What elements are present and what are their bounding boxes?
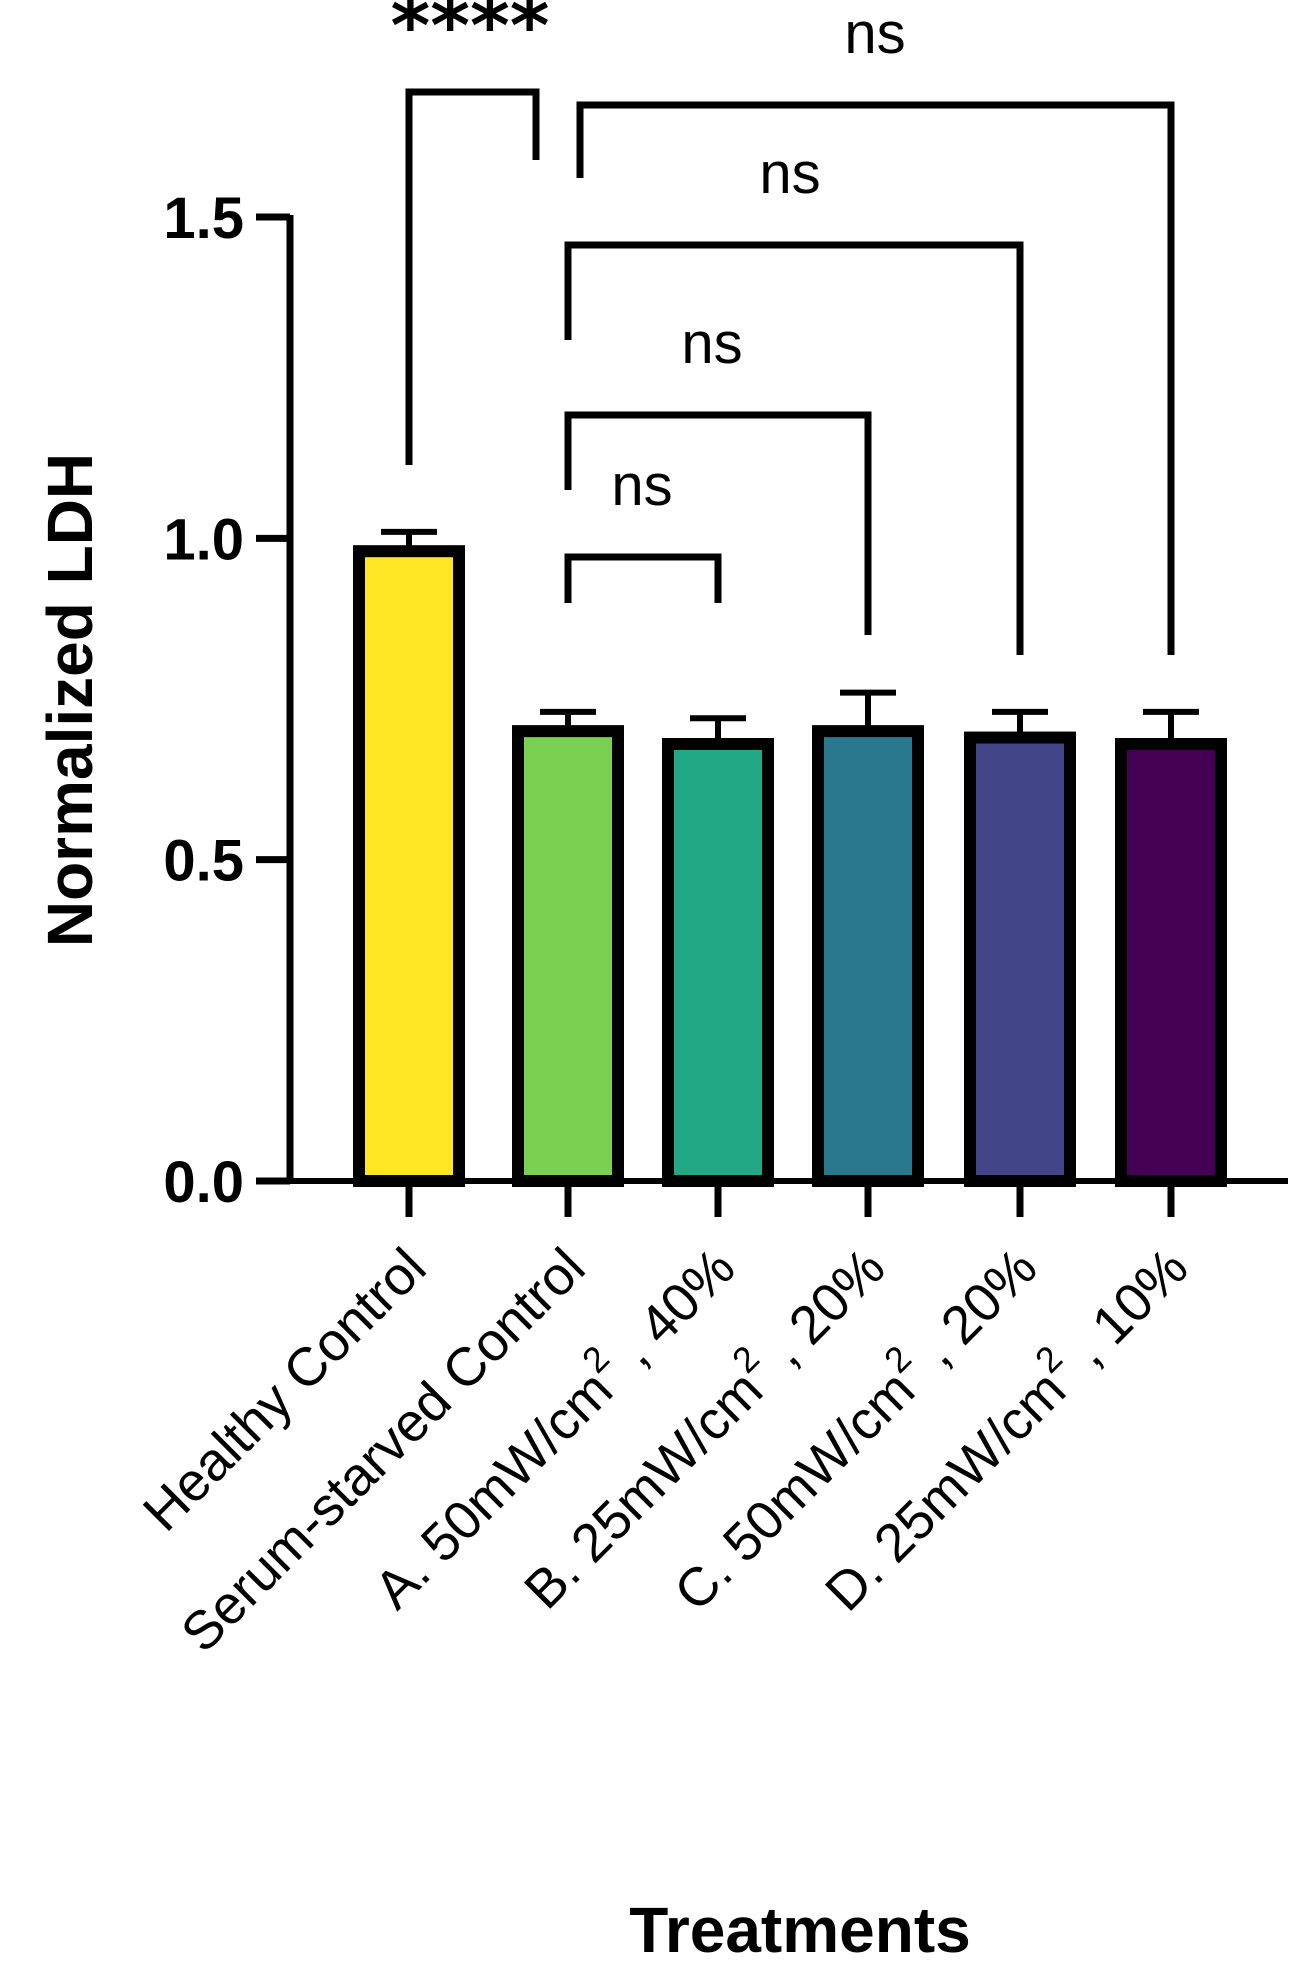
bar [353,545,465,1187]
x-tick-label: Healthy Control [132,1237,438,1543]
significance-label: **** [391,0,550,70]
significance-label: ns [759,141,820,206]
y-tick-label: 1.5 [163,186,244,251]
bar [812,725,924,1188]
significance-label: ns [844,1,905,66]
significance-label: ns [611,453,672,518]
x-axis-title: Treatments [629,1894,970,1966]
significance-bracket [576,101,1175,655]
bar [512,725,624,1188]
bar [964,731,1076,1187]
significance-bracket [564,241,1024,655]
y-tick-label: 0.0 [163,1150,244,1215]
significance-bracket [564,411,872,635]
significance-brackets: **** ns ns ns ns [391,0,1175,655]
y-tick-label: 1.0 [163,507,244,572]
bar [1115,737,1227,1188]
error-bars [381,528,1199,744]
bar [662,737,774,1188]
significance-bracket [405,88,540,465]
bars [353,545,1227,1188]
significance-bracket [564,553,722,603]
significance-label: ns [681,311,742,376]
y-axis-title: Normalized LDH [34,453,106,947]
y-tick-label: 0.5 [163,829,244,894]
